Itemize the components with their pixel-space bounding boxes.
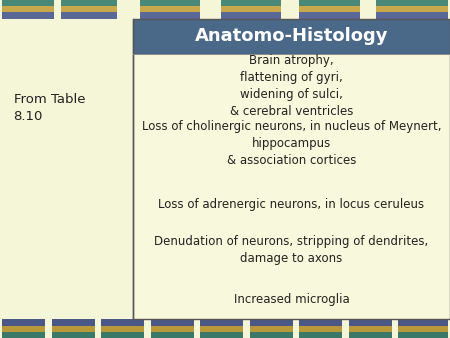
Bar [398,319,448,325]
Bar [2,13,54,19]
Bar [299,6,360,13]
Bar [220,6,281,13]
Bar [52,325,94,332]
Bar [133,19,450,319]
Text: Brain atrophy,
flattening of gyri,
widening of sulci,
& cerebral ventricles: Brain atrophy, flattening of gyri, widen… [230,54,353,118]
Bar [2,332,45,338]
Bar [151,325,194,332]
Bar [220,0,281,6]
Bar [220,13,281,19]
Bar [61,0,117,6]
Bar [250,332,292,338]
Bar [52,319,94,325]
Bar [101,325,144,332]
Bar [349,325,392,332]
Bar [133,19,450,319]
Bar [398,325,448,332]
Text: Loss of adrenergic neurons, in locus ceruleus: Loss of adrenergic neurons, in locus cer… [158,198,424,211]
Bar [398,332,448,338]
Bar [61,6,117,13]
Bar [2,319,45,325]
Text: Increased microglia: Increased microglia [234,293,349,306]
Bar [376,0,448,6]
Bar [140,6,200,13]
Bar [299,332,342,338]
Bar [299,325,342,332]
Bar [200,319,243,325]
Bar [349,332,392,338]
Text: From Table
8.10: From Table 8.10 [14,93,85,123]
Bar [200,325,243,332]
Text: Loss of cholinergic neurons, in nucleus of Meynert,
hippocampus
& association co: Loss of cholinergic neurons, in nucleus … [142,120,441,167]
Bar [2,6,54,13]
Bar [299,13,360,19]
Bar [0,19,450,319]
Bar [52,332,94,338]
Bar [376,13,448,19]
Bar [2,325,45,332]
Bar [200,332,243,338]
Bar [299,319,342,325]
Bar [299,0,360,6]
Bar [250,319,292,325]
Bar [61,13,117,19]
Bar [101,332,144,338]
Bar [250,325,292,332]
Bar [140,0,200,6]
Bar [151,319,194,325]
Bar [151,332,194,338]
Bar [133,19,450,54]
Bar [140,13,200,19]
Bar [349,319,392,325]
Text: Denudation of neurons, stripping of dendrites,
damage to axons: Denudation of neurons, stripping of dend… [154,235,428,265]
Bar [376,6,448,13]
Text: Anatomo-Histology: Anatomo-Histology [194,27,388,45]
Bar [101,319,144,325]
Bar [2,0,54,6]
